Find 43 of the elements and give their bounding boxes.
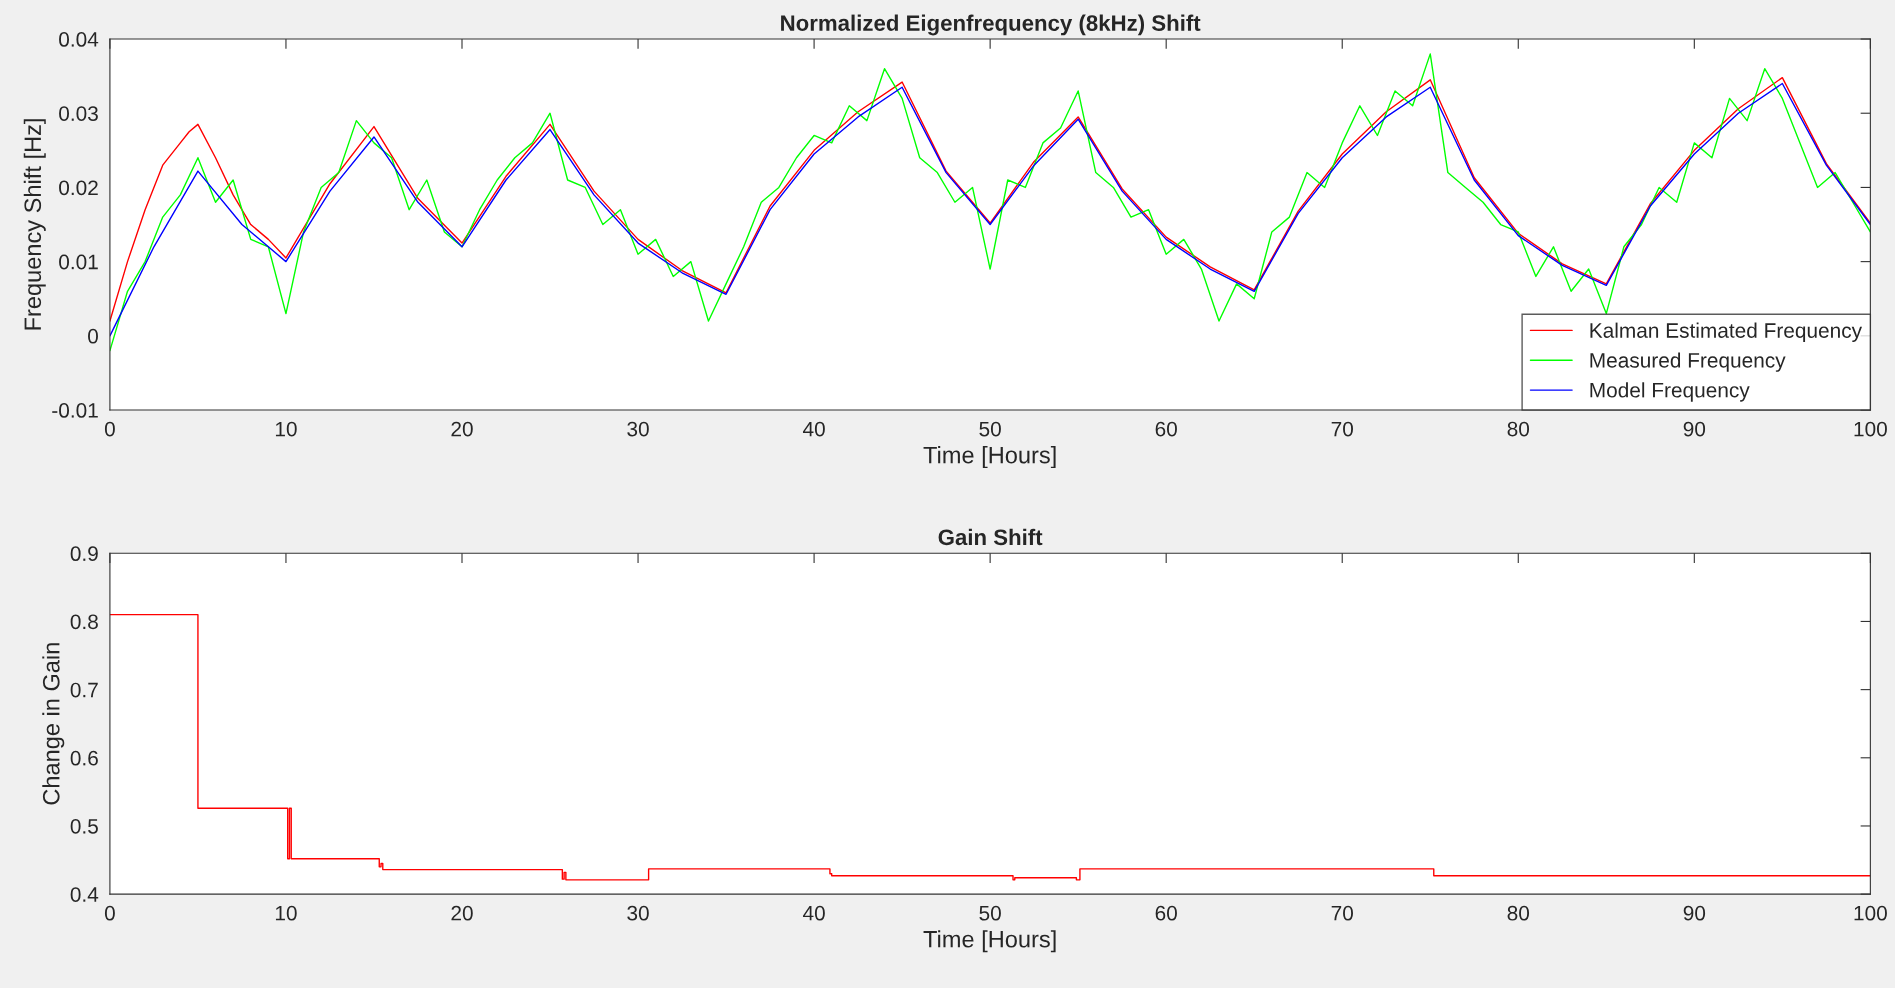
y-tick-label: 0.03 (59, 106, 98, 121)
x-tick-label: 50 (979, 905, 1001, 921)
x-tick-label: 100 (1854, 905, 1887, 921)
legend-label: Kalman Estimated Frequency (1590, 322, 1863, 343)
chart-title: Normalized Eigenfrequency (8kHz) Shift (781, 14, 1201, 36)
x-tick-label: 80 (1507, 421, 1530, 437)
x-tick-label: 30 (627, 905, 649, 921)
x-tick-label: 40 (802, 421, 825, 437)
x-tick-label: 50 (979, 421, 1001, 437)
legend-label: Measured Frequency (1590, 352, 1786, 372)
y-axis-title: Change in Gain (42, 643, 65, 805)
x-tick-label: 10 (275, 905, 297, 921)
x-tick-label: 30 (627, 421, 649, 437)
x-tick-label: 80 (1507, 905, 1530, 921)
x-tick-label: 70 (1331, 421, 1353, 437)
y-tick-label: 0.8 (70, 614, 98, 630)
y-tick-label: 0 (88, 328, 98, 344)
y-axis-title: Frequency Shift [Hz] (23, 119, 46, 330)
x-tick-label: 90 (1683, 905, 1706, 921)
y-tick-label: 0.04 (59, 32, 99, 47)
chart-title: Gain Shift (938, 528, 1043, 546)
x-tick-label: 60 (1155, 905, 1177, 921)
x-axis-title: Time [Hours] (923, 930, 1056, 953)
x-tick-label: 90 (1683, 421, 1706, 437)
x-tick-label: 60 (1155, 421, 1177, 437)
y-tick-label: 0.6 (70, 750, 98, 766)
x-tick-label: 20 (451, 421, 473, 437)
x-tick-label: 70 (1331, 905, 1353, 921)
y-tick-label: 0.9 (70, 546, 98, 562)
x-tick-label: 0 (104, 905, 115, 921)
y-tick-label: 0.4 (70, 887, 99, 902)
x-tick-label: 40 (802, 905, 825, 921)
x-tick-label: 100 (1854, 421, 1887, 437)
x-tick-label: 20 (451, 905, 473, 921)
y-tick-label: -0.01 (52, 403, 98, 418)
x-tick-label: 0 (104, 421, 115, 437)
y-tick-label: 0.02 (59, 180, 98, 196)
y-tick-label: 0.01 (59, 254, 98, 270)
y-tick-label: 0.5 (70, 818, 98, 834)
legend-label: Model Frequency (1590, 382, 1750, 402)
x-tick-label: 10 (275, 421, 297, 437)
y-tick-label: 0.7 (70, 682, 98, 698)
x-axis-title: Time [Hours] (923, 446, 1056, 469)
